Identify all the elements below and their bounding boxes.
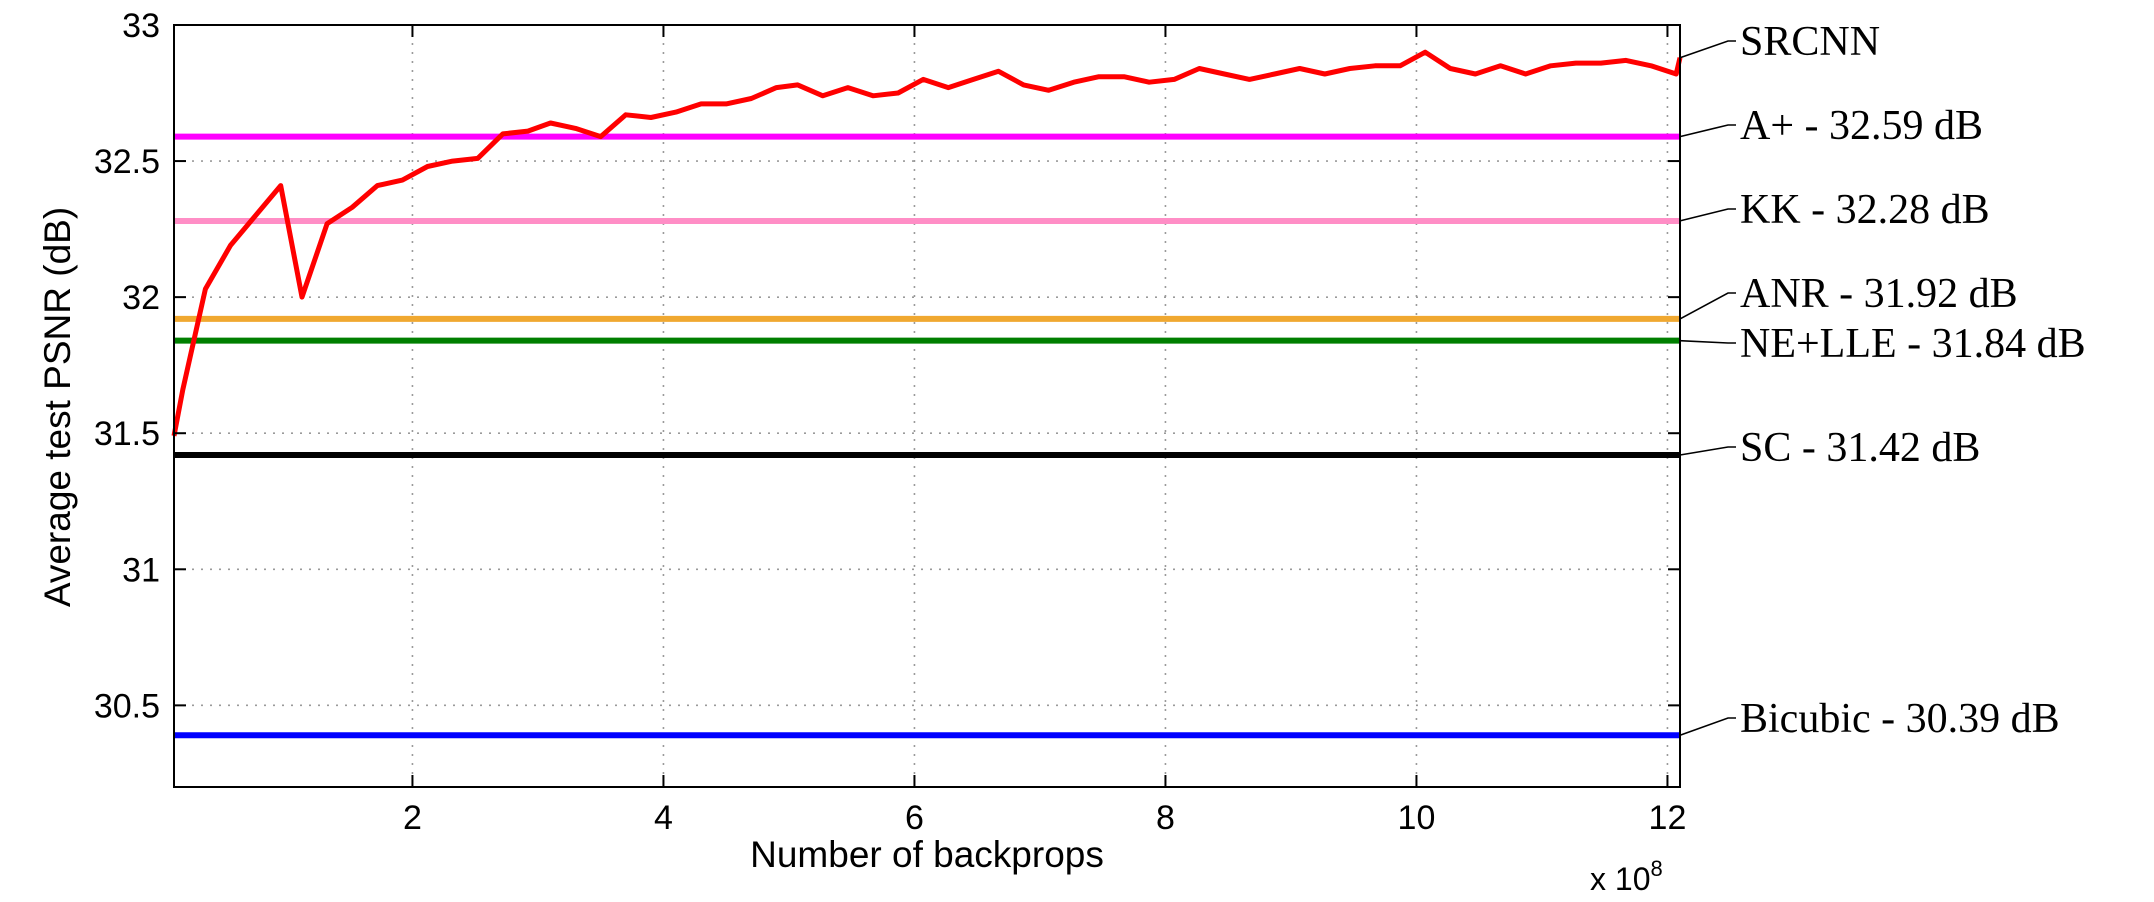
y-tick-label: 32: [122, 279, 160, 317]
x-tick-label: 8: [1156, 799, 1175, 837]
label-anr: ANR - 31.92 dB: [1740, 271, 2018, 317]
srcnn-series: [171, 49, 1683, 437]
label-leader-lines: [1679, 40, 1736, 737]
baseline-method-lines: [174, 133, 1680, 739]
x-tick-label: 6: [905, 799, 924, 837]
grid-lines: [174, 24, 1680, 787]
leader-srcnn: [1679, 40, 1736, 59]
x-tick-label: 2: [403, 799, 422, 837]
leader-anr: [1679, 292, 1736, 320]
y-axis-title: Average test PSNR (dB): [37, 207, 78, 607]
label-sc: SC - 31.42 dB: [1740, 425, 1980, 471]
label-bicubic: Bicubic - 30.39 dB: [1740, 696, 2060, 742]
axis-ticks: 2 4 6 8 10 12 30.5 31 31.5 32 32.5 33: [94, 7, 1687, 837]
y-tick-label: 31.5: [94, 415, 160, 453]
x-scale-multiplier-base: x 10: [1590, 861, 1650, 897]
y-tick-label: 32.5: [94, 143, 160, 181]
leader-ne-lle: [1679, 339, 1736, 344]
y-tick-label: 31: [122, 551, 160, 589]
x-scale-multiplier-exponent: 8: [1650, 856, 1662, 881]
series-labels: SRCNN A+ - 32.59 dB KK - 32.28 dB ANR - 31.…: [1740, 19, 2086, 742]
plot-area-frame: [173, 24, 1681, 788]
x-tick-label: 12: [1649, 799, 1687, 837]
label-ne-lle: NE+LLE - 31.84 dB: [1740, 321, 2086, 367]
x-axis-title: Number of backprops: [750, 834, 1104, 875]
y-tick-label: 33: [122, 7, 160, 45]
x-scale-multiplier: x 108: [1590, 856, 1663, 897]
x-tick-label: 10: [1398, 799, 1436, 837]
leader-sc: [1679, 446, 1736, 456]
leader-a-: [1679, 124, 1736, 138]
leader-bicubic: [1679, 717, 1736, 737]
label-srcnn: SRCNN: [1740, 19, 1880, 65]
series-line-srcnn: [171, 49, 1683, 437]
x-tick-label: 4: [654, 799, 673, 837]
label-a-: A+ - 32.59 dB: [1740, 103, 1983, 149]
y-tick-label: 30.5: [94, 687, 160, 725]
label-kk: KK - 32.28 dB: [1740, 187, 1990, 233]
leader-kk: [1679, 208, 1736, 222]
